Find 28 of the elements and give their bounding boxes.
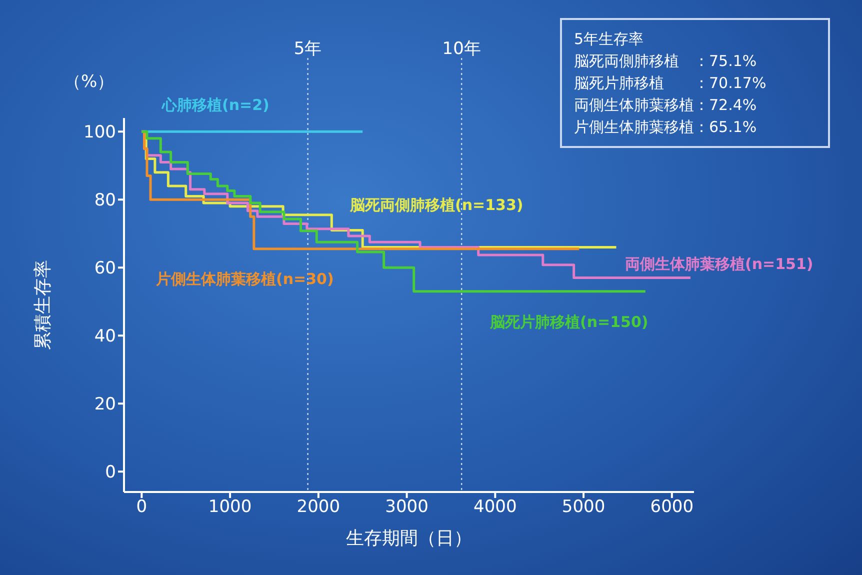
x-tick-label: 4000	[474, 497, 517, 518]
text: 脳死両側肺移植 ：75.1%	[574, 51, 758, 72]
text: 両側生体肺葉移植：72.4%	[574, 95, 758, 116]
y-tick-label: 40	[94, 326, 116, 347]
y-tick-label: 0	[105, 462, 116, 483]
x-axis-title: 生存期間（日）	[346, 528, 472, 549]
text: 5年生存率	[574, 29, 645, 50]
y-axis-title: 累積生存率	[32, 260, 54, 350]
x-tick-label: 0	[136, 497, 148, 518]
x-tick-label: 5000	[562, 497, 606, 518]
text: （%）	[64, 71, 114, 93]
y-tick-label: 60	[94, 258, 116, 279]
x-tick-label: 1000	[208, 497, 252, 518]
x-tick-label: 2000	[296, 497, 340, 518]
ref-line-label: 10年	[442, 39, 481, 59]
series-label: 心肺移植(n=2)	[162, 96, 270, 115]
series-label: 脳死両側肺移植(n=133)	[350, 196, 524, 215]
ref-line-label: 5年	[294, 39, 322, 59]
y-tick-label: 100	[84, 122, 116, 143]
series-label: 両側生体肺葉移植(n=151)	[625, 255, 814, 274]
y-tick-label: 20	[94, 394, 116, 415]
y-tick-label: 80	[94, 190, 116, 211]
x-tick-label: 6000	[650, 497, 694, 518]
annotation: 片側生体肺葉移植：65.1%	[574, 117, 758, 138]
series-label: 脳死片肺移植(n=150)	[490, 313, 648, 332]
x-tick-label: 3000	[385, 497, 428, 518]
text: 脳死片肺移植 ：70.17%	[574, 73, 768, 94]
series-label: 片側生体肺葉移植(n=30)	[156, 270, 334, 289]
